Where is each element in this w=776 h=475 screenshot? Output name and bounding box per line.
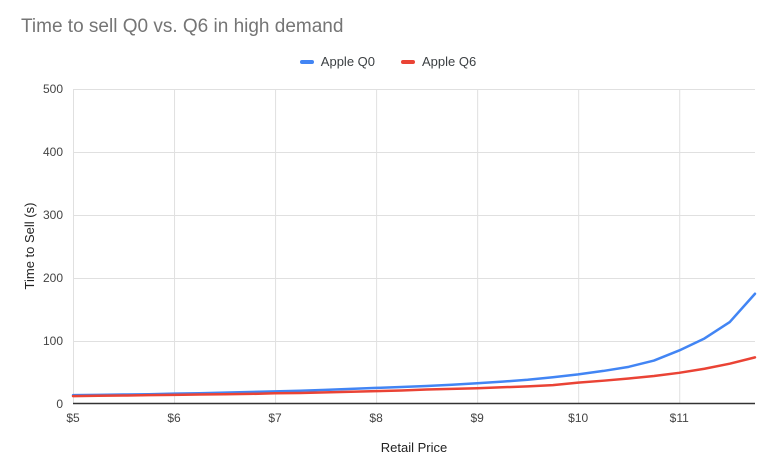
y-tick-label: 100 <box>42 334 63 348</box>
y-tick-label: 200 <box>42 271 63 285</box>
x-tick-label: $6 <box>167 411 181 425</box>
y-tick-label: 400 <box>42 145 63 159</box>
series-line-apple-q0 <box>71 292 757 397</box>
plot-area <box>71 89 757 405</box>
legend-item-apple-q0[interactable]: Apple Q0 <box>299 54 375 69</box>
x-tick-label: $10 <box>568 411 589 425</box>
legend-label: Apple Q6 <box>422 54 477 69</box>
y-tick-label: 500 <box>42 82 63 96</box>
chart-title: Time to sell Q0 vs. Q6 in high demand <box>21 16 344 37</box>
y-tick-label: 0 <box>56 397 63 411</box>
legend-label: Apple Q0 <box>320 54 375 69</box>
legend-swatch-icon <box>299 59 314 64</box>
x-tick-label: $9 <box>470 411 484 425</box>
x-tick-label: $7 <box>268 411 282 425</box>
y-axis-title: Time to Sell (s) <box>22 202 37 290</box>
x-tick-label: $5 <box>66 411 80 425</box>
x-tick-label: $11 <box>669 411 689 425</box>
series-line-apple-q6 <box>71 356 757 398</box>
legend-item-apple-q6[interactable]: Apple Q6 <box>401 54 476 69</box>
x-tick-label: $8 <box>369 411 383 425</box>
legend-swatch-icon <box>401 59 415 64</box>
x-axis-title: Retail Price <box>380 440 448 455</box>
legend: Apple Q0 Apple Q6 <box>0 54 776 69</box>
y-tick-label: 300 <box>42 208 63 222</box>
